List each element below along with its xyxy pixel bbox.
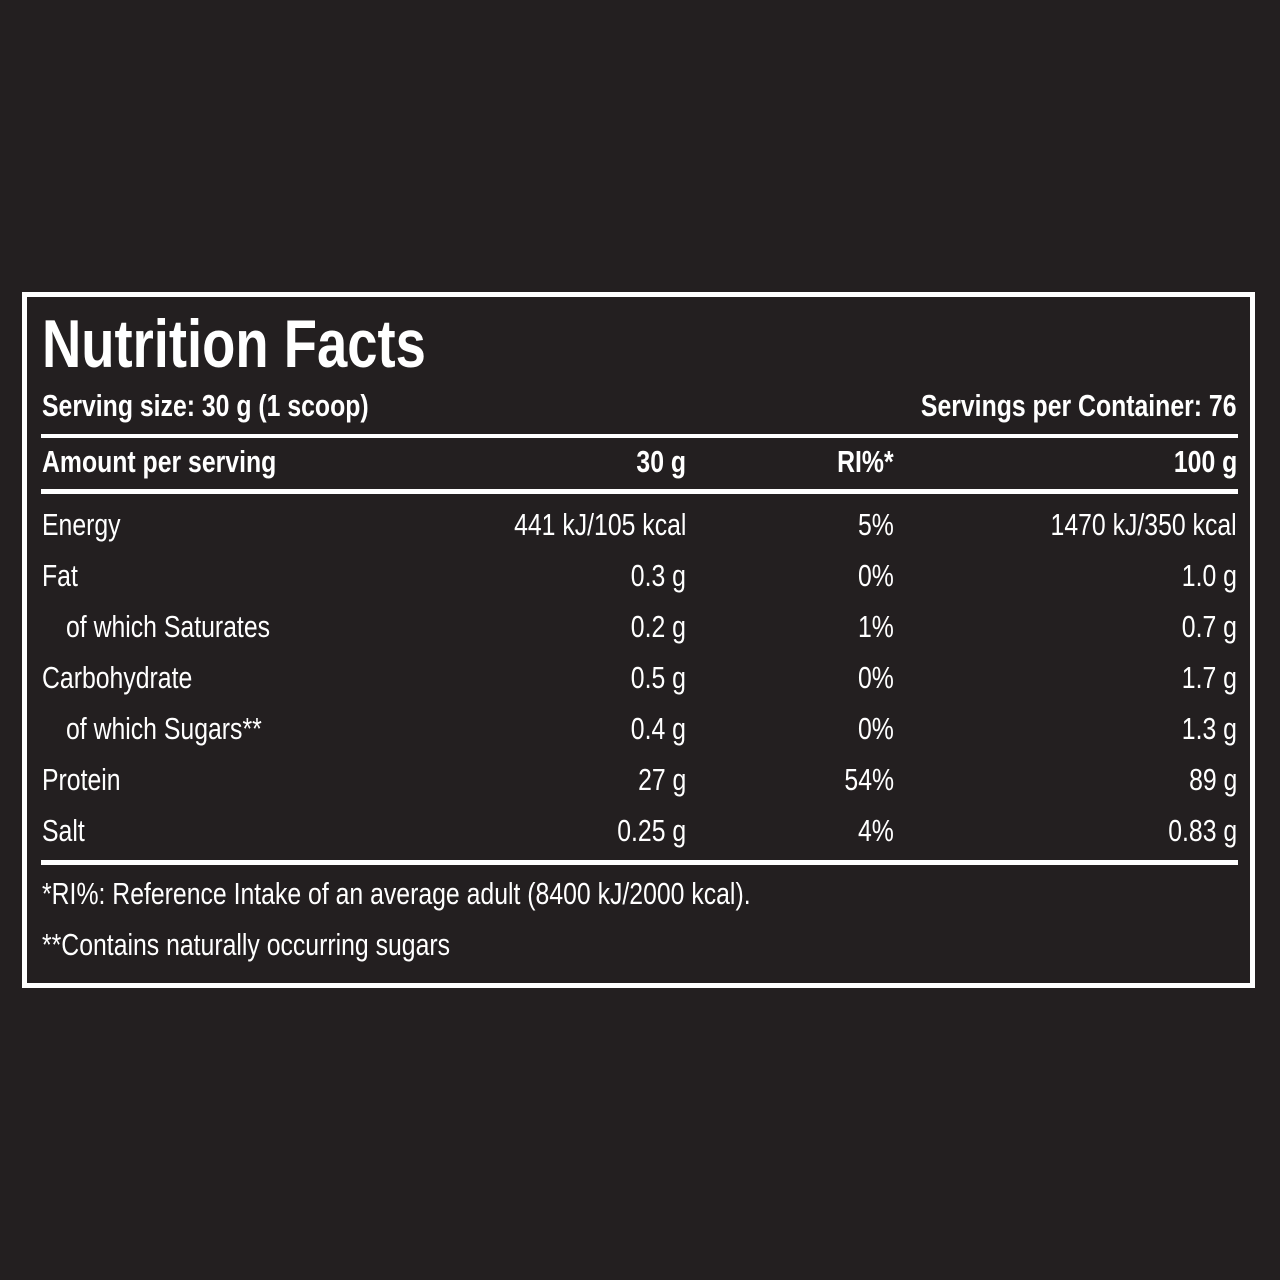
panel-title: Nutrition Facts: [42, 306, 426, 382]
per-100g-value: 0.83 g: [1168, 813, 1237, 848]
header-col-ri: RI%*: [837, 444, 894, 479]
nutrient-name: Salt: [42, 813, 85, 848]
per-serving-value: 0.3 g: [630, 558, 686, 593]
ri-value: 0%: [858, 660, 894, 695]
ri-value: 54%: [844, 762, 894, 797]
divider: [41, 489, 1238, 494]
per-100g-value: 89 g: [1188, 762, 1237, 797]
nutrient-name: Fat: [42, 558, 78, 593]
per-100g-value: 1.0 g: [1181, 558, 1237, 593]
nutrition-facts-panel: [22, 292, 1255, 988]
per-100g-value: 1.7 g: [1181, 660, 1237, 695]
footnote-ri: *RI%: Reference Intake of an average adu…: [42, 876, 751, 911]
ri-value: 0%: [858, 711, 894, 746]
ri-value: 4%: [858, 813, 894, 848]
per-serving-value: 27 g: [637, 762, 686, 797]
per-100g-value: 1.3 g: [1181, 711, 1237, 746]
nutrient-name: Carbohydrate: [42, 660, 193, 695]
header-label: Amount per serving: [42, 444, 277, 479]
per-100g-value: 0.7 g: [1181, 609, 1237, 644]
nutrient-name: Protein: [42, 762, 121, 797]
nutrient-name: of which Sugars**: [66, 711, 262, 746]
divider: [41, 860, 1238, 865]
header-col-serving: 30 g: [636, 444, 686, 479]
ri-value: 5%: [858, 507, 894, 542]
footnote-sugars: **Contains naturally occurring sugars: [42, 927, 451, 962]
per-serving-value: 0.25 g: [617, 813, 686, 848]
ri-value: 1%: [858, 609, 894, 644]
per-serving-value: 0.2 g: [630, 609, 686, 644]
header-col-100g: 100 g: [1173, 444, 1237, 479]
serving-size: Serving size: 30 g (1 scoop): [42, 388, 369, 423]
per-100g-value: 1470 kJ/350 kcal: [1050, 507, 1237, 542]
per-serving-value: 441 kJ/105 kcal: [513, 507, 686, 542]
servings-per-container: Servings per Container: 76: [921, 388, 1237, 423]
per-serving-value: 0.4 g: [630, 711, 686, 746]
nutrient-name: of which Saturates: [66, 609, 271, 644]
ri-value: 0%: [858, 558, 894, 593]
per-serving-value: 0.5 g: [630, 660, 686, 695]
divider: [41, 434, 1238, 438]
nutrient-name: Energy: [42, 507, 121, 542]
